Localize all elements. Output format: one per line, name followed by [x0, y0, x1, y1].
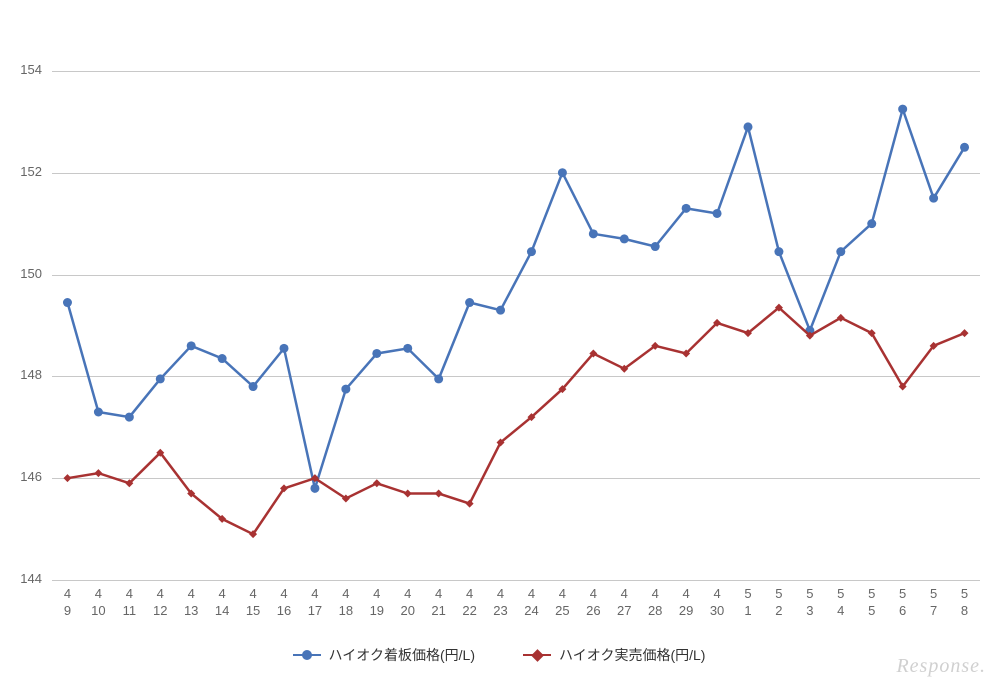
posted-marker	[589, 229, 598, 238]
legend-item-actual: ハイオク実売価格(円/L)	[523, 645, 705, 665]
posted-marker	[372, 349, 381, 358]
posted-marker	[929, 194, 938, 203]
posted-marker	[341, 385, 350, 394]
posted-marker	[434, 374, 443, 383]
posted-marker	[836, 247, 845, 256]
posted-marker	[527, 247, 536, 256]
series-line-actual	[68, 308, 965, 535]
posted-marker	[310, 484, 319, 493]
actual-marker	[373, 479, 381, 487]
legend-item-posted: ハイオク着板価格(円/L)	[293, 645, 475, 665]
circle-marker-icon	[293, 648, 321, 662]
watermark: Response.	[896, 655, 986, 678]
actual-marker	[435, 489, 443, 497]
posted-marker	[620, 234, 629, 243]
posted-marker	[249, 382, 258, 391]
posted-marker	[651, 242, 660, 251]
diamond-marker-icon	[523, 648, 551, 662]
posted-marker	[125, 413, 134, 422]
legend-label: ハイオク実売価格(円/L)	[559, 645, 705, 665]
posted-marker	[496, 306, 505, 315]
posted-marker	[187, 341, 196, 350]
legend-label: ハイオク着板価格(円/L)	[329, 645, 475, 665]
posted-marker	[713, 209, 722, 218]
plot-area	[0, 0, 998, 686]
posted-marker	[682, 204, 691, 213]
posted-marker	[156, 374, 165, 383]
series-line-posted	[68, 109, 965, 488]
posted-marker	[218, 354, 227, 363]
actual-marker	[404, 489, 412, 497]
actual-marker	[466, 500, 474, 508]
posted-marker	[774, 247, 783, 256]
posted-marker	[403, 344, 412, 353]
posted-marker	[960, 143, 969, 152]
actual-marker	[961, 329, 969, 337]
actual-marker	[63, 474, 71, 482]
posted-marker	[867, 219, 876, 228]
posted-marker	[558, 168, 567, 177]
posted-marker	[94, 408, 103, 417]
posted-marker	[280, 344, 289, 353]
chart-container: 144146148150152154 494104114124134144154…	[0, 0, 998, 686]
actual-marker	[94, 469, 102, 477]
posted-marker	[465, 298, 474, 307]
posted-marker	[63, 298, 72, 307]
posted-marker	[898, 105, 907, 114]
legend: ハイオク着板価格(円/L) ハイオク実売価格(円/L)	[0, 645, 998, 665]
posted-marker	[744, 122, 753, 131]
